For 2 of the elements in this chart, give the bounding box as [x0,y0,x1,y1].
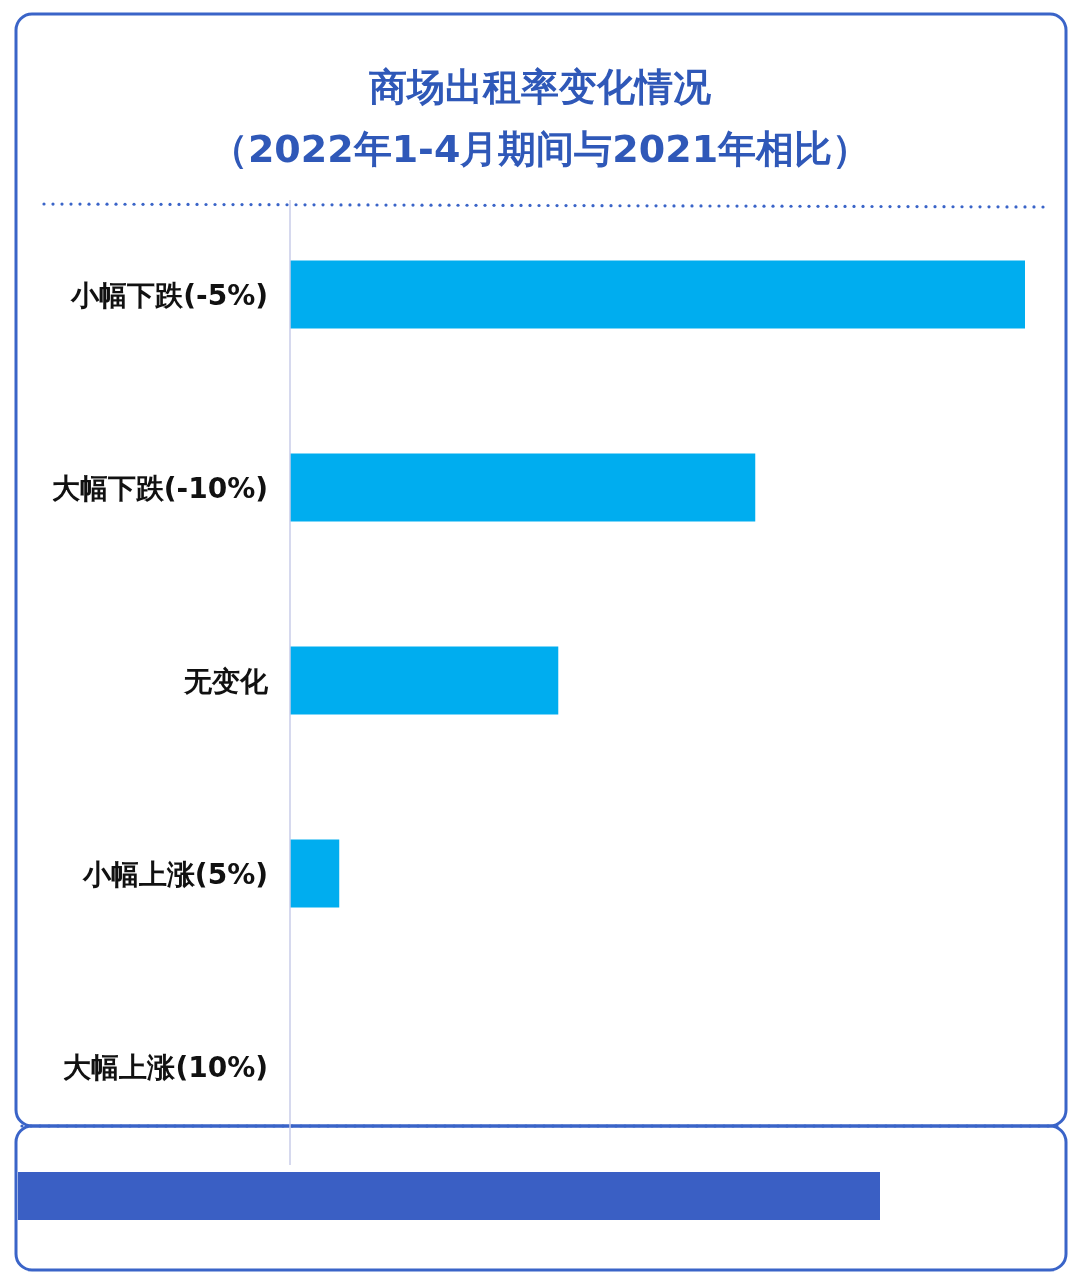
subtitle: （2022年1-4月期间与2021年相比） [209,127,871,171]
title: 商场出租率变化情况 [369,65,711,109]
